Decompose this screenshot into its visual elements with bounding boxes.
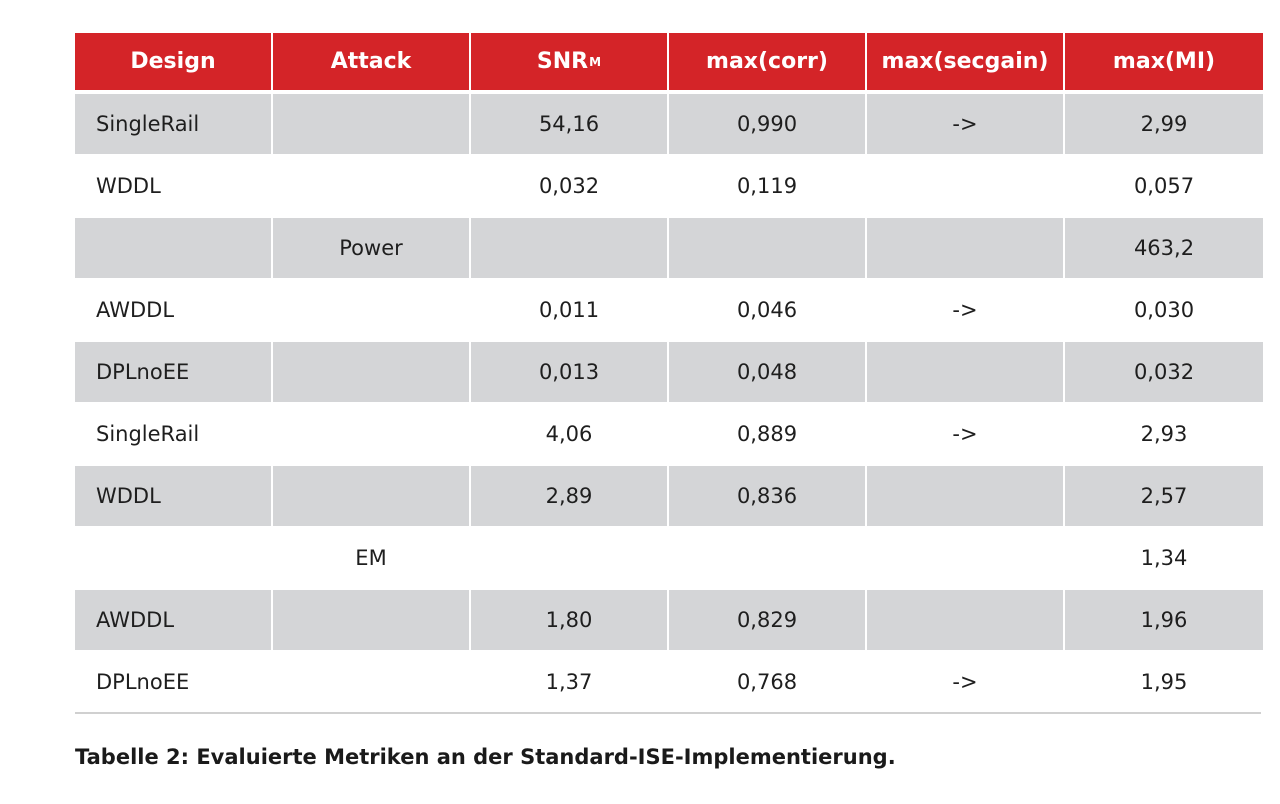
cell-snr: 1,37 [545, 670, 593, 694]
cell-snr: 54,16 [471, 94, 667, 154]
table-header: Design Attack SNR M max(corr) max(secgain… [75, 33, 1263, 90]
cell-secgain [867, 590, 1063, 650]
table-row: WDDL 0,032 0,119 0,057 [75, 156, 1261, 216]
table-row: Power 463,2 [75, 218, 1263, 278]
cell-design: SingleRail [96, 422, 200, 446]
cell-corr: 0,829 [669, 590, 865, 650]
metrics-table: Design Attack SNR M max(corr) max(secgain… [75, 33, 1263, 714]
table-row: AWDDL 0,011 0,046 -> 0,030 [75, 280, 1261, 340]
cell-corr: 0,046 [736, 298, 798, 322]
cell-design: SingleRail [75, 94, 271, 154]
table-bottom-rule [75, 712, 1261, 714]
cell-mi: 1,95 [1140, 670, 1188, 694]
cell-attack [273, 466, 469, 526]
cell-mi: 2,99 [1065, 94, 1263, 154]
table-row: EM 1,34 [75, 528, 1261, 588]
cell-mi: 0,032 [1065, 342, 1263, 402]
table-row: SingleRail 4,06 0,889 -> 2,93 [75, 404, 1261, 464]
cell-snr: 0,011 [538, 298, 600, 322]
cell-corr [669, 218, 865, 278]
cell-corr [669, 528, 865, 588]
cell-design: AWDDL [96, 298, 175, 322]
table-row: DPLnoEE 0,013 0,048 0,032 [75, 342, 1263, 402]
cell-design: WDDL [75, 466, 271, 526]
cell-design: AWDDL [75, 590, 271, 650]
header-snr: SNR M [471, 33, 667, 90]
cell-attack [273, 590, 469, 650]
header-design: Design [75, 33, 271, 90]
table-row: WDDL 2,89 0,836 2,57 [75, 466, 1263, 526]
cell-secgain [867, 156, 1063, 216]
cell-mi: 2,57 [1065, 466, 1263, 526]
cell-mi: 0,057 [1133, 174, 1195, 198]
cell-design [75, 528, 271, 588]
cell-corr: 0,836 [669, 466, 865, 526]
header-max-mi: max(MI) [1065, 33, 1263, 90]
table-caption: Tabelle 2: Evaluierte Metriken an der St… [75, 745, 896, 769]
header-max-corr: max(corr) [669, 33, 865, 90]
header-attack: Attack [273, 33, 469, 90]
cell-design: DPLnoEE [96, 670, 190, 694]
cell-secgain [867, 528, 1063, 588]
cell-snr: 1,80 [471, 590, 667, 650]
cell-design [75, 218, 271, 278]
cell-attack [273, 652, 469, 712]
cell-secgain [867, 466, 1063, 526]
cell-secgain: -> [952, 670, 978, 694]
cell-corr: 0,990 [669, 94, 865, 154]
cell-snr: 4,06 [545, 422, 593, 446]
table-body: SingleRail 54,16 0,990 -> 2,99 WDDL 0,03… [75, 94, 1263, 714]
table-row: AWDDL 1,80 0,829 1,96 [75, 590, 1263, 650]
header-max-secgain: max(secgain) [867, 33, 1063, 90]
cell-attack: Power [273, 218, 469, 278]
cell-attack [273, 404, 469, 464]
cell-snr [471, 528, 667, 588]
cell-snr: 2,89 [471, 466, 667, 526]
cell-attack [273, 342, 469, 402]
cell-corr: 0,048 [669, 342, 865, 402]
cell-mi: 0,030 [1133, 298, 1195, 322]
table-row: SingleRail 54,16 0,990 -> 2,99 [75, 94, 1263, 154]
cell-secgain [867, 342, 1063, 402]
cell-snr [471, 218, 667, 278]
cell-secgain: -> [952, 298, 978, 322]
cell-corr: 0,768 [736, 670, 798, 694]
cell-mi: 1,96 [1065, 590, 1263, 650]
cell-attack [273, 280, 469, 340]
header-snr-label: SNR [536, 49, 589, 74]
table-row: DPLnoEE 1,37 0,768 -> 1,95 [75, 652, 1261, 712]
cell-corr: 0,889 [736, 422, 798, 446]
cell-design: WDDL [96, 174, 161, 198]
cell-snr: 0,013 [471, 342, 667, 402]
cell-snr: 0,032 [538, 174, 600, 198]
cell-attack: EM [355, 546, 387, 570]
cell-mi: 1,34 [1140, 546, 1188, 570]
cell-attack [273, 156, 469, 216]
cell-attack [273, 94, 469, 154]
cell-mi: 2,93 [1140, 422, 1188, 446]
cell-secgain: -> [867, 94, 1063, 154]
cell-design: DPLnoEE [75, 342, 271, 402]
cell-secgain [867, 218, 1063, 278]
cell-mi: 463,2 [1065, 218, 1263, 278]
cell-secgain: -> [952, 422, 978, 446]
header-snr-subscript: M [589, 54, 602, 69]
cell-corr: 0,119 [736, 174, 798, 198]
